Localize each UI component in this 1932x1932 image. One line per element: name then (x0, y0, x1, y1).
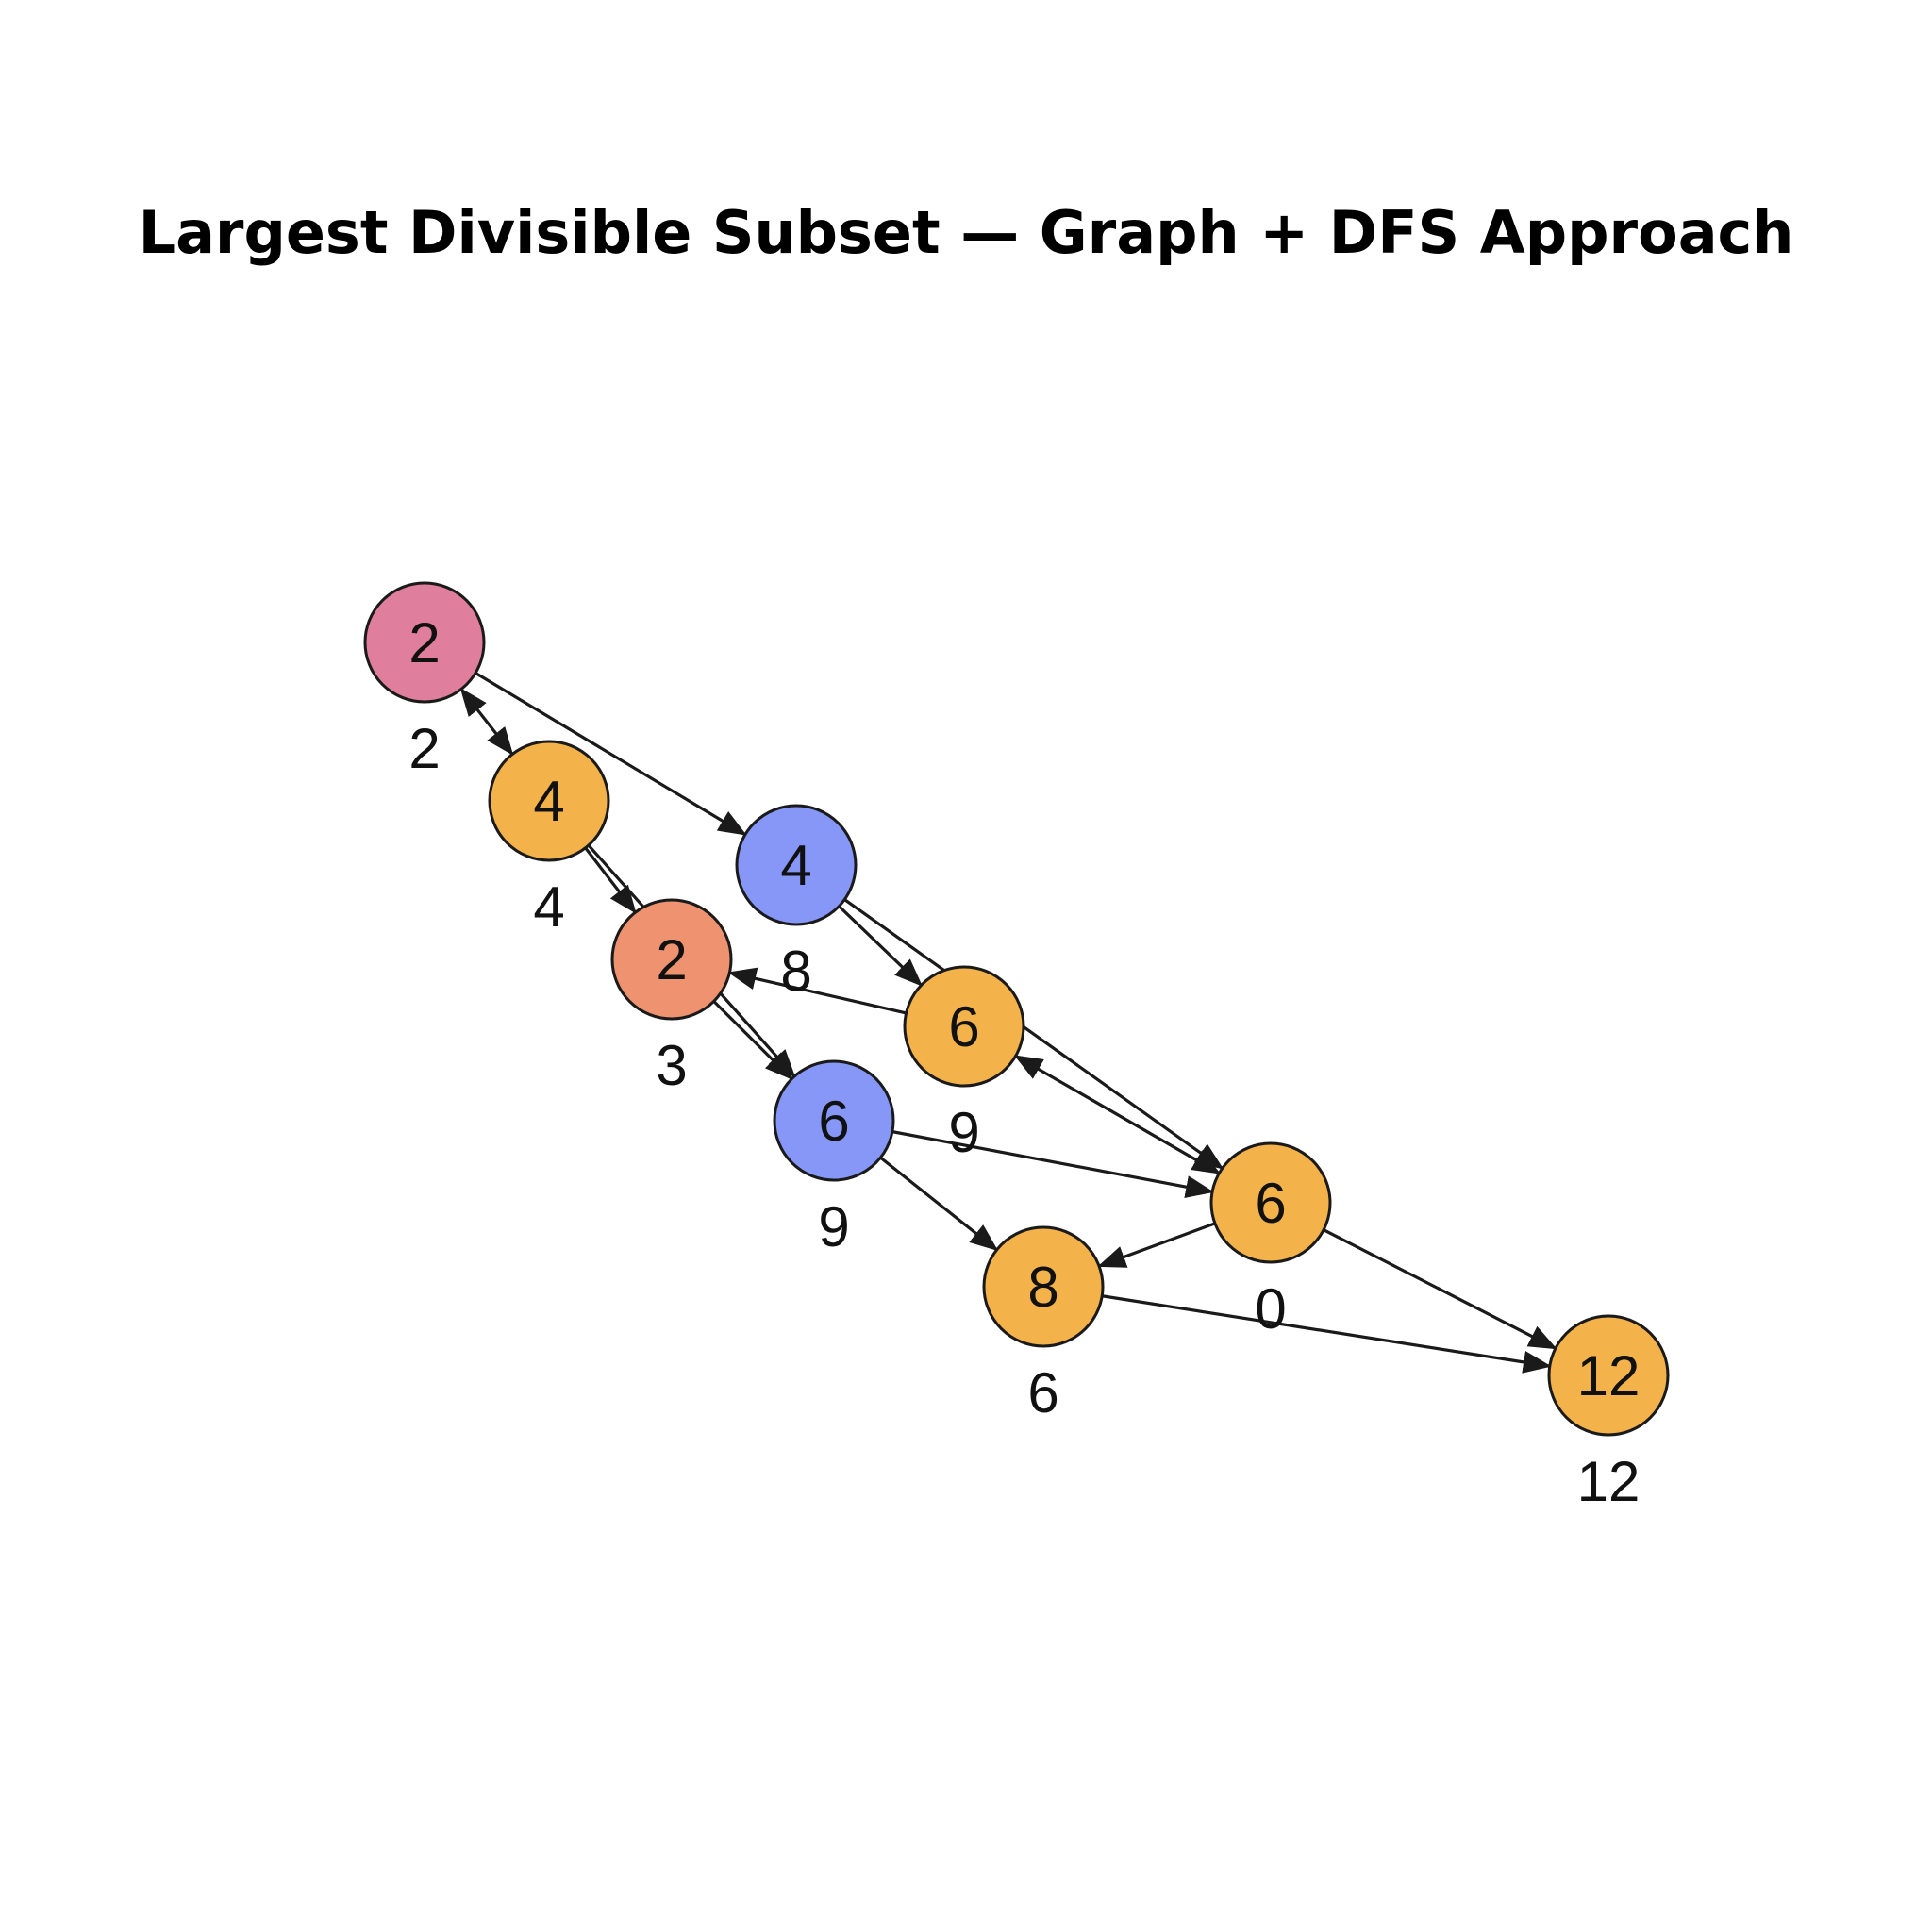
node-circle (610, 898, 733, 1021)
edge-n3-n6 (843, 898, 1224, 1170)
edge-n7-n8 (1101, 1294, 1552, 1374)
node-value: 2 (656, 928, 687, 991)
edge-n5-n7 (879, 1156, 999, 1252)
node-value: 8 (1027, 1256, 1058, 1319)
graph-node: 60 (1209, 1141, 1332, 1341)
node-value: 6 (948, 995, 979, 1058)
edge-n4-n2 (727, 967, 907, 1015)
node-label: 6 (1027, 1361, 1058, 1424)
node-value: 4 (533, 770, 564, 833)
node-circle (488, 740, 610, 862)
node-value: 6 (818, 1090, 849, 1153)
edge-n3-n4 (838, 905, 924, 987)
node-circle (1547, 1314, 1670, 1437)
node-value: 4 (780, 834, 811, 897)
edge-n5-n6 (891, 1130, 1215, 1198)
node-circle (735, 804, 858, 926)
node-label: 12 (1577, 1450, 1641, 1513)
node-circle (363, 581, 486, 704)
edge-n4-n6 (1013, 1055, 1222, 1174)
node-value: 2 (408, 611, 440, 675)
graph-node: 69 (773, 1059, 895, 1258)
node-circle (773, 1059, 895, 1182)
edge-n2-n5 (712, 1000, 793, 1080)
node-circle (903, 965, 1025, 1088)
node-label: 4 (533, 875, 564, 939)
graph-node: 44 (488, 740, 610, 939)
edge-n0-n1 (459, 687, 514, 757)
node-circle (1209, 1141, 1332, 1264)
node-label: 8 (780, 940, 811, 1003)
graph-node: 48 (735, 804, 858, 1003)
edge-n6-n7 (1097, 1222, 1216, 1268)
graph-node: 22 (363, 581, 486, 780)
node-label: 9 (818, 1195, 849, 1258)
node-label: 2 (408, 717, 440, 780)
graph-node: 86 (982, 1225, 1105, 1424)
diagram-title: Largest Divisible Subset — Graph + DFS A… (139, 198, 1794, 267)
node-label: 0 (1255, 1277, 1286, 1341)
edges-layer (459, 672, 1557, 1374)
node-value: 6 (1255, 1172, 1286, 1235)
graph-node: 12 12 (1547, 1314, 1670, 1513)
edge-n6-n8 (1323, 1228, 1557, 1350)
graph-node: 23 (610, 898, 733, 1097)
node-label: 3 (656, 1034, 687, 1097)
edge-n1-n2 (584, 846, 637, 914)
node-label: 9 (948, 1101, 979, 1164)
node-value: 12 (1577, 1344, 1641, 1407)
node-circle (982, 1225, 1105, 1348)
graph-node: 69 (903, 965, 1025, 1164)
edge-n0-n3 (475, 672, 747, 836)
